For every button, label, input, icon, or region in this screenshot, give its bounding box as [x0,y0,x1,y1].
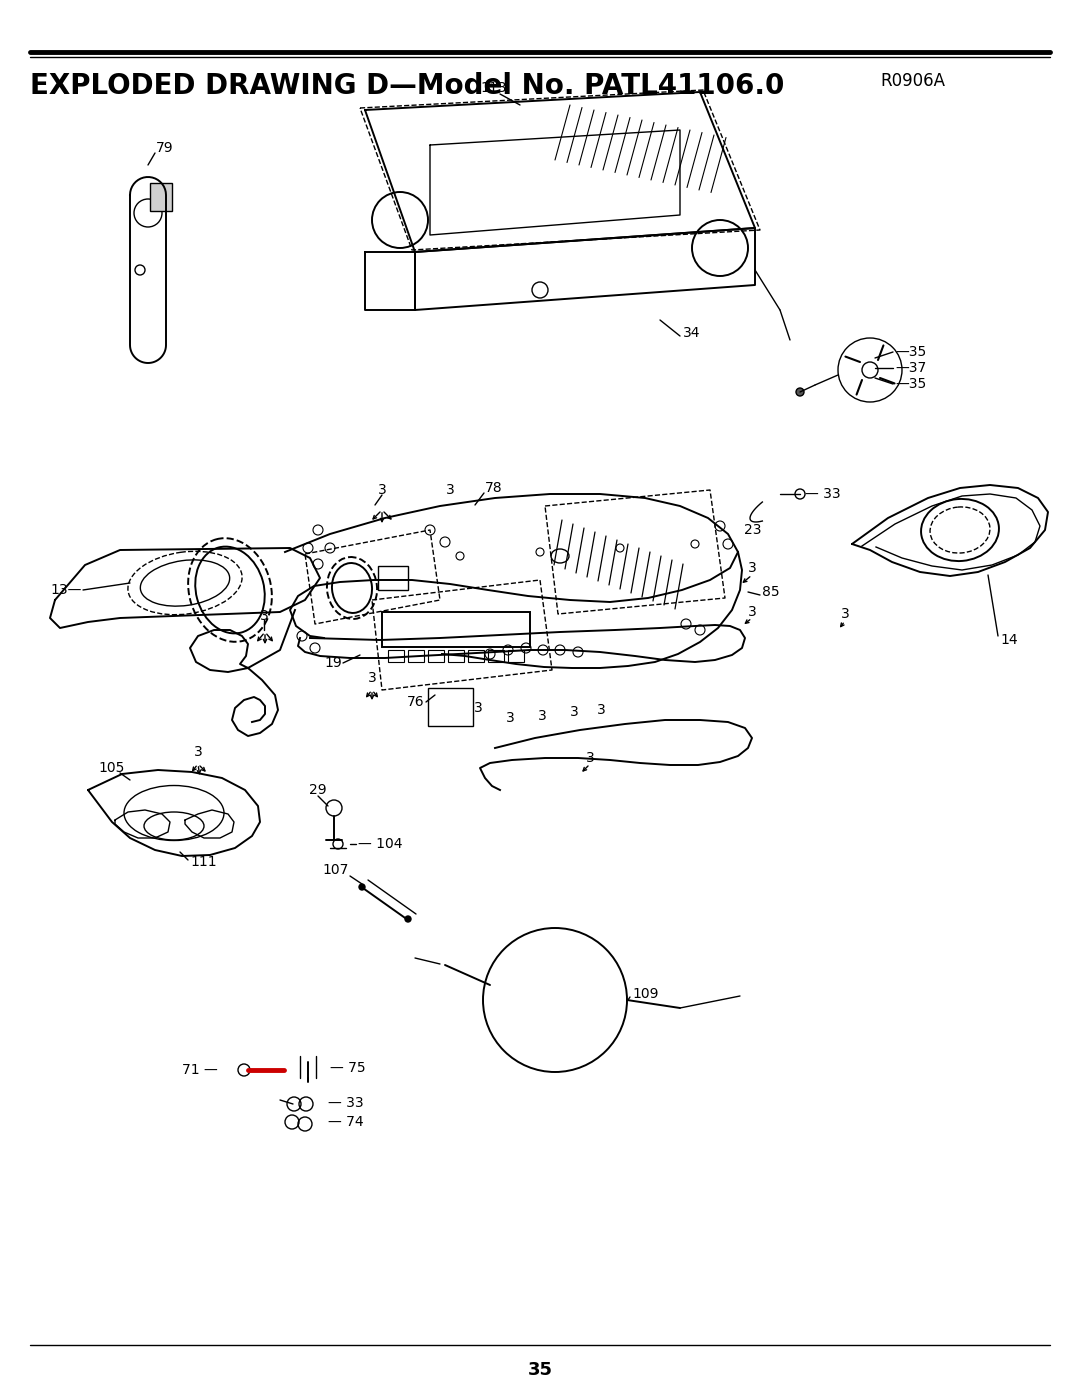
Text: 113: 113 [480,81,507,95]
Text: 105: 105 [98,761,124,775]
Text: 3: 3 [538,710,546,724]
Text: 107: 107 [323,863,349,877]
Text: 3: 3 [596,703,606,717]
Text: 3: 3 [474,701,483,715]
Text: —35: —35 [895,345,927,359]
Text: 3: 3 [505,711,514,725]
Text: EXPLODED DRAWING D—Model No. PATL41106.0: EXPLODED DRAWING D—Model No. PATL41106.0 [30,73,784,101]
Text: 3: 3 [840,608,849,622]
Text: 29: 29 [309,782,327,798]
Text: 3: 3 [747,605,756,619]
Text: 3: 3 [747,562,756,576]
Text: — 74: — 74 [328,1115,364,1129]
Text: —35: —35 [895,377,927,391]
Circle shape [405,916,411,922]
Circle shape [359,884,365,890]
Text: — 75: — 75 [330,1060,366,1076]
Text: 3: 3 [367,671,376,685]
Text: R0906A: R0906A [880,73,945,89]
Text: 79: 79 [156,141,174,155]
Text: — 104: — 104 [357,837,403,851]
Circle shape [796,388,804,395]
FancyBboxPatch shape [150,183,172,211]
Text: 23: 23 [744,522,761,536]
Text: — 33: — 33 [805,488,840,502]
Text: 109: 109 [632,988,659,1002]
Text: 35: 35 [527,1361,553,1379]
Text: 111: 111 [190,855,217,869]
Text: 19: 19 [324,657,342,671]
Text: 3: 3 [446,483,455,497]
Text: 71 —: 71 — [183,1063,218,1077]
Text: — 33: — 33 [328,1097,364,1111]
Text: 78: 78 [485,481,502,495]
Text: —37: —37 [895,360,927,374]
Text: 14: 14 [1000,633,1017,647]
Text: 3: 3 [378,483,387,497]
Text: 3: 3 [193,745,202,759]
Text: 3: 3 [569,705,579,719]
Text: 3: 3 [585,752,594,766]
Text: 85: 85 [762,585,780,599]
Text: 13—: 13— [51,583,82,597]
Text: 3: 3 [259,609,268,623]
Text: 76: 76 [407,694,426,710]
Text: 34: 34 [683,326,701,339]
